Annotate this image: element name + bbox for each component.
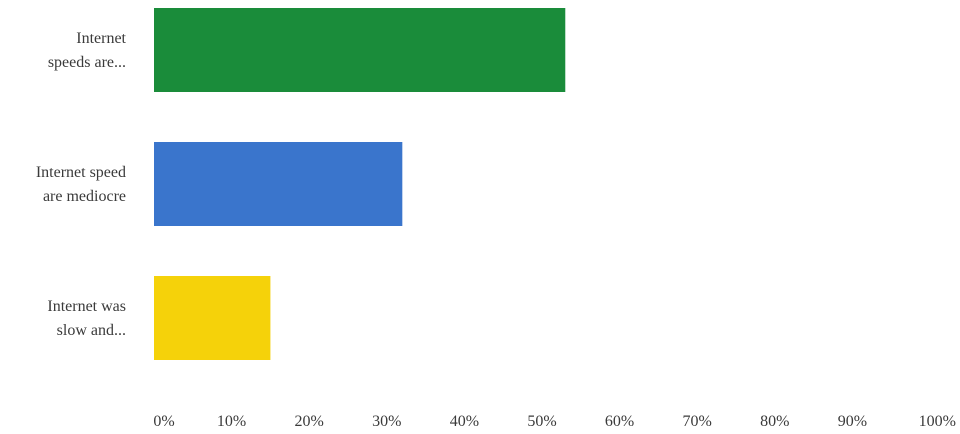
category-label-3: Internet was slow and... — [47, 298, 126, 339]
category-label-1: Internet speeds are... — [48, 30, 127, 71]
x-tick-label-20: 20% — [295, 413, 324, 430]
bars-group — [154, 8, 566, 360]
bar-2 — [154, 142, 403, 226]
x-tick-label-30: 30% — [372, 413, 401, 430]
x-axis-ticks-group: 0% 10% 20% 30% 40% 50% 60% 70% 80% 90% 100% — [153, 413, 956, 430]
category-label-2: Internet speed are mediocre — [36, 164, 126, 205]
bar-3 — [154, 276, 271, 360]
x-tick-label-50: 50% — [527, 413, 556, 430]
category-label-2-line-2: are mediocre — [43, 188, 126, 205]
bar-1 — [154, 8, 566, 92]
x-tick-label-10: 10% — [217, 413, 246, 430]
category-label-1-line-2: speeds are... — [48, 54, 126, 71]
category-labels-group: Internet speeds are... Internet speed are m… — [36, 30, 127, 339]
category-label-3-line-2: slow and... — [57, 322, 126, 339]
x-tick-label-60: 60% — [605, 413, 634, 430]
category-label-2-line-1: Internet speed — [36, 164, 126, 181]
category-label-3-line-1: Internet was — [47, 298, 126, 315]
x-tick-label-90: 90% — [838, 413, 867, 430]
x-tick-label-70: 70% — [683, 413, 712, 430]
x-tick-label-0: 0% — [153, 413, 174, 430]
x-tick-label-100: 100% — [919, 413, 956, 430]
x-tick-label-80: 80% — [760, 413, 789, 430]
category-label-1-line-1: Internet — [76, 30, 126, 47]
x-tick-label-40: 40% — [450, 413, 479, 430]
